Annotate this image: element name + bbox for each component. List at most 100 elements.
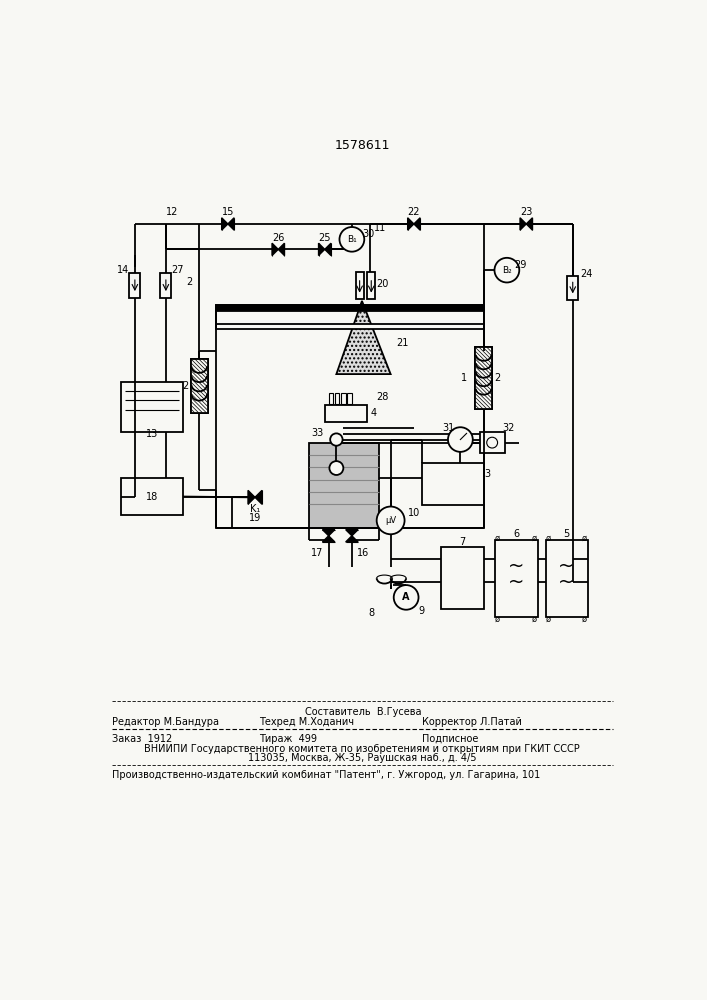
- Text: 3: 3: [484, 469, 491, 479]
- Text: 33: 33: [311, 428, 323, 438]
- Polygon shape: [346, 536, 358, 542]
- Text: 10: 10: [408, 508, 420, 518]
- Text: 5: 5: [563, 529, 570, 539]
- Text: ø: ø: [582, 614, 587, 623]
- Text: 8: 8: [368, 608, 374, 618]
- Text: 2: 2: [182, 381, 188, 391]
- Bar: [567, 276, 578, 300]
- Text: 1: 1: [461, 373, 467, 383]
- Circle shape: [494, 258, 519, 282]
- Circle shape: [377, 507, 404, 534]
- Polygon shape: [279, 243, 284, 256]
- Text: A: A: [402, 592, 410, 602]
- Bar: [160, 273, 171, 298]
- Text: ~: ~: [508, 557, 525, 576]
- Text: 1578611: 1578611: [334, 139, 390, 152]
- Text: 26: 26: [272, 233, 284, 243]
- Text: 17: 17: [311, 548, 323, 558]
- Bar: [129, 273, 140, 298]
- Polygon shape: [325, 243, 331, 256]
- Text: B₁: B₁: [347, 235, 357, 244]
- Text: 113035, Москва, Ж-35, Раушская наб., д. 4/5: 113035, Москва, Ж-35, Раушская наб., д. …: [247, 753, 477, 763]
- Polygon shape: [520, 218, 526, 230]
- Bar: [441, 547, 484, 609]
- Text: ВНИИПИ Государственного комитета по изобретениям и открытиям при ГКИТ СССР: ВНИИПИ Государственного комитета по изоб…: [144, 744, 580, 754]
- Text: Производственно-издательский комбинат "Патент", г. Ужгород, ул. Гагарина, 101: Производственно-издательский комбинат "П…: [112, 770, 540, 780]
- Text: 31: 31: [442, 423, 454, 433]
- Polygon shape: [255, 490, 262, 504]
- Text: B₂: B₂: [502, 266, 512, 275]
- Bar: [356, 272, 363, 299]
- Text: 2: 2: [494, 373, 501, 383]
- Text: Составитель  В.Гусева: Составитель В.Гусева: [305, 707, 422, 717]
- Text: 18: 18: [146, 492, 158, 502]
- Bar: [216, 324, 484, 329]
- Text: 22: 22: [408, 207, 420, 217]
- Bar: [191, 359, 208, 413]
- Text: 6: 6: [513, 529, 519, 539]
- Circle shape: [339, 227, 364, 252]
- Text: ø: ø: [532, 614, 537, 623]
- Polygon shape: [228, 218, 234, 230]
- Bar: [216, 305, 484, 311]
- Text: Тираж  499: Тираж 499: [259, 734, 317, 744]
- Polygon shape: [414, 218, 420, 230]
- Text: 15: 15: [222, 207, 234, 217]
- Circle shape: [330, 433, 343, 446]
- Polygon shape: [248, 490, 255, 504]
- Bar: [216, 305, 484, 528]
- Text: 28: 28: [377, 392, 389, 402]
- Bar: [347, 393, 352, 404]
- Text: 29: 29: [515, 260, 527, 270]
- Text: 21: 21: [396, 338, 409, 348]
- Text: 7: 7: [459, 537, 465, 547]
- Text: Заказ  1912: Заказ 1912: [112, 734, 172, 744]
- Text: ø: ø: [582, 534, 587, 543]
- Bar: [335, 393, 339, 404]
- Circle shape: [329, 461, 344, 475]
- Text: 12: 12: [166, 207, 178, 217]
- Polygon shape: [319, 243, 325, 256]
- Text: 24: 24: [580, 269, 593, 279]
- Polygon shape: [408, 218, 414, 230]
- Text: 23: 23: [520, 207, 532, 217]
- Text: 11: 11: [375, 223, 387, 233]
- Text: K₁: K₁: [250, 504, 260, 514]
- Bar: [495, 540, 538, 617]
- Text: ø: ø: [495, 534, 500, 543]
- Text: 30: 30: [363, 229, 375, 239]
- Bar: [480, 432, 505, 453]
- Polygon shape: [322, 536, 335, 542]
- Circle shape: [394, 585, 419, 610]
- Text: ~: ~: [559, 572, 575, 591]
- Bar: [329, 393, 333, 404]
- Bar: [475, 347, 492, 409]
- Bar: [341, 393, 346, 404]
- Bar: [121, 382, 183, 432]
- Text: 16: 16: [357, 548, 370, 558]
- Polygon shape: [322, 530, 335, 536]
- Bar: [309, 443, 379, 528]
- Bar: [475, 347, 492, 409]
- Text: 2: 2: [186, 277, 192, 287]
- Bar: [191, 359, 208, 413]
- Text: ~: ~: [508, 572, 525, 591]
- Text: 4: 4: [370, 408, 377, 418]
- Circle shape: [486, 437, 498, 448]
- Text: 27: 27: [171, 265, 184, 275]
- Text: ø: ø: [545, 534, 551, 543]
- Text: ø: ø: [532, 534, 537, 543]
- Text: ø: ø: [545, 614, 551, 623]
- Text: 20: 20: [377, 279, 389, 289]
- Polygon shape: [222, 218, 228, 230]
- Text: 13: 13: [146, 429, 158, 439]
- Text: 9: 9: [419, 606, 425, 616]
- Text: 14: 14: [117, 265, 129, 275]
- Text: 19: 19: [249, 513, 261, 523]
- Bar: [121, 478, 183, 515]
- Bar: [421, 463, 484, 505]
- Bar: [325, 405, 368, 422]
- Text: ø: ø: [495, 614, 500, 623]
- Text: Корректор Л.Патай: Корректор Л.Патай: [421, 717, 522, 727]
- Circle shape: [448, 427, 473, 452]
